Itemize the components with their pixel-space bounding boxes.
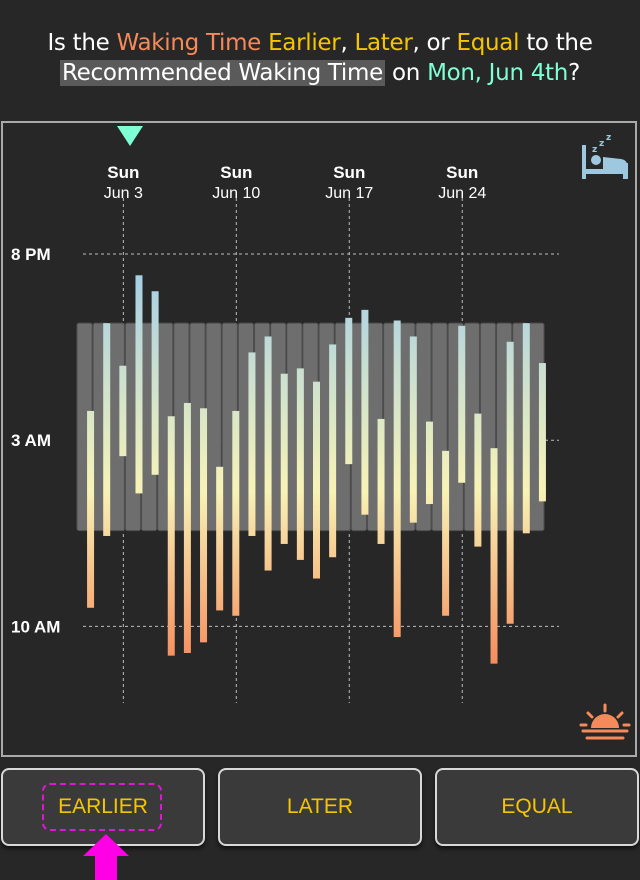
sleep-bar xyxy=(135,275,143,494)
question-sep2: , or xyxy=(412,30,457,56)
y-tick-label: 10 AM xyxy=(11,617,60,636)
sleep-chart-panel: 8 PM 3 AM 10 AM Sun Jun 3 Sun Jun 10 Sun Jun 17 S… xyxy=(1,121,637,757)
question-option-later: Later xyxy=(354,30,413,56)
sleep-bar xyxy=(264,336,272,571)
equal-button[interactable]: EQUAL xyxy=(435,768,639,846)
sleep-bar xyxy=(200,408,208,643)
sleep-bar xyxy=(248,352,256,536)
sleep-bar xyxy=(280,373,288,544)
sleep-bar xyxy=(458,325,466,483)
sleep-bar xyxy=(183,402,191,653)
sleep-bar xyxy=(167,416,175,656)
sleep-bar-layer xyxy=(87,275,546,664)
sleep-bar xyxy=(296,368,304,560)
question-prompt: Is the Waking Time Earlier, Later, or Eq… xyxy=(0,28,640,88)
axis-label-layer: 8 PM 3 AM 10 AM Sun Jun 3 Sun Jun 10 Sun Jun 17 S… xyxy=(11,163,486,636)
y-tick-label: 8 PM xyxy=(11,245,51,264)
sleep-bar xyxy=(425,421,433,505)
x-tick-date-label: Jun 3 xyxy=(104,185,143,202)
sleep-bar xyxy=(522,323,530,534)
earlier-button[interactable]: EARLIER xyxy=(1,768,205,846)
question-option-equal: Equal xyxy=(456,30,520,56)
x-tick-day-label: Sun xyxy=(446,163,478,182)
y-tick-label: 3 AM xyxy=(11,431,51,450)
question-option-earlier: Earlier xyxy=(268,30,341,56)
question-space xyxy=(261,30,268,56)
later-button-label: LATER xyxy=(286,795,354,818)
selected-day-marker-icon xyxy=(117,126,143,146)
sleep-bar xyxy=(409,336,417,523)
question-subject: Waking Time xyxy=(116,30,262,56)
x-tick-day-label: Sun xyxy=(220,163,252,182)
later-button[interactable]: LATER xyxy=(218,768,422,846)
sleep-bar xyxy=(345,317,353,465)
recommended-band-layer xyxy=(76,322,545,532)
pointer-arrow-icon xyxy=(83,834,129,880)
question-date: Mon, Jun 4th xyxy=(427,60,569,86)
svg-text:z: z xyxy=(592,145,597,155)
question-sep1: , xyxy=(340,30,355,56)
x-tick-date-label: Jun 10 xyxy=(212,185,260,202)
sleep-bar xyxy=(313,381,320,579)
equal-button-label: EQUAL xyxy=(501,795,573,818)
question-middle: to the xyxy=(519,30,593,56)
question-prefix: Is the xyxy=(47,30,117,56)
sleep-bar xyxy=(119,365,127,457)
sleeping-bed-icon: z z z xyxy=(582,133,628,179)
sleep-bar xyxy=(361,309,369,515)
sleep-bar xyxy=(442,450,450,616)
sleep-bar xyxy=(474,413,482,547)
svg-text:z: z xyxy=(599,139,604,149)
sleep-bar xyxy=(151,291,159,475)
sleep-bar xyxy=(103,323,111,536)
sleep-bar xyxy=(490,448,498,664)
sleep-bar xyxy=(393,320,401,638)
svg-text:z: z xyxy=(606,133,611,143)
sleep-bar xyxy=(216,466,224,611)
sleep-bar xyxy=(87,410,95,608)
sleep-bar xyxy=(506,341,514,624)
question-reference: Recommended Waking Time xyxy=(60,60,385,86)
sunrise-icon xyxy=(579,703,631,740)
sleep-bar xyxy=(232,410,240,616)
earlier-button-label: EARLIER xyxy=(58,795,148,818)
x-tick-day-label: Sun xyxy=(107,163,139,182)
x-tick-day-label: Sun xyxy=(333,163,365,182)
sleep-bar xyxy=(329,344,337,558)
x-tick-date-label: Jun 24 xyxy=(438,185,486,202)
sleep-bar xyxy=(377,418,385,544)
x-tick-date-label: Jun 17 xyxy=(325,185,373,202)
question-suffix: ? xyxy=(568,60,580,86)
sleep-chart: 8 PM 3 AM 10 AM Sun Jun 3 Sun Jun 10 Sun Jun 17 S… xyxy=(11,126,631,740)
sleep-bar xyxy=(538,363,546,502)
question-on: on xyxy=(384,60,428,86)
